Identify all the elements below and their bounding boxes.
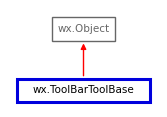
Text: wx.ToolBarToolBase: wx.ToolBarToolBase xyxy=(33,85,134,95)
Text: wx.Object: wx.Object xyxy=(57,24,110,34)
Bar xyxy=(17,79,150,102)
Bar xyxy=(52,17,115,41)
